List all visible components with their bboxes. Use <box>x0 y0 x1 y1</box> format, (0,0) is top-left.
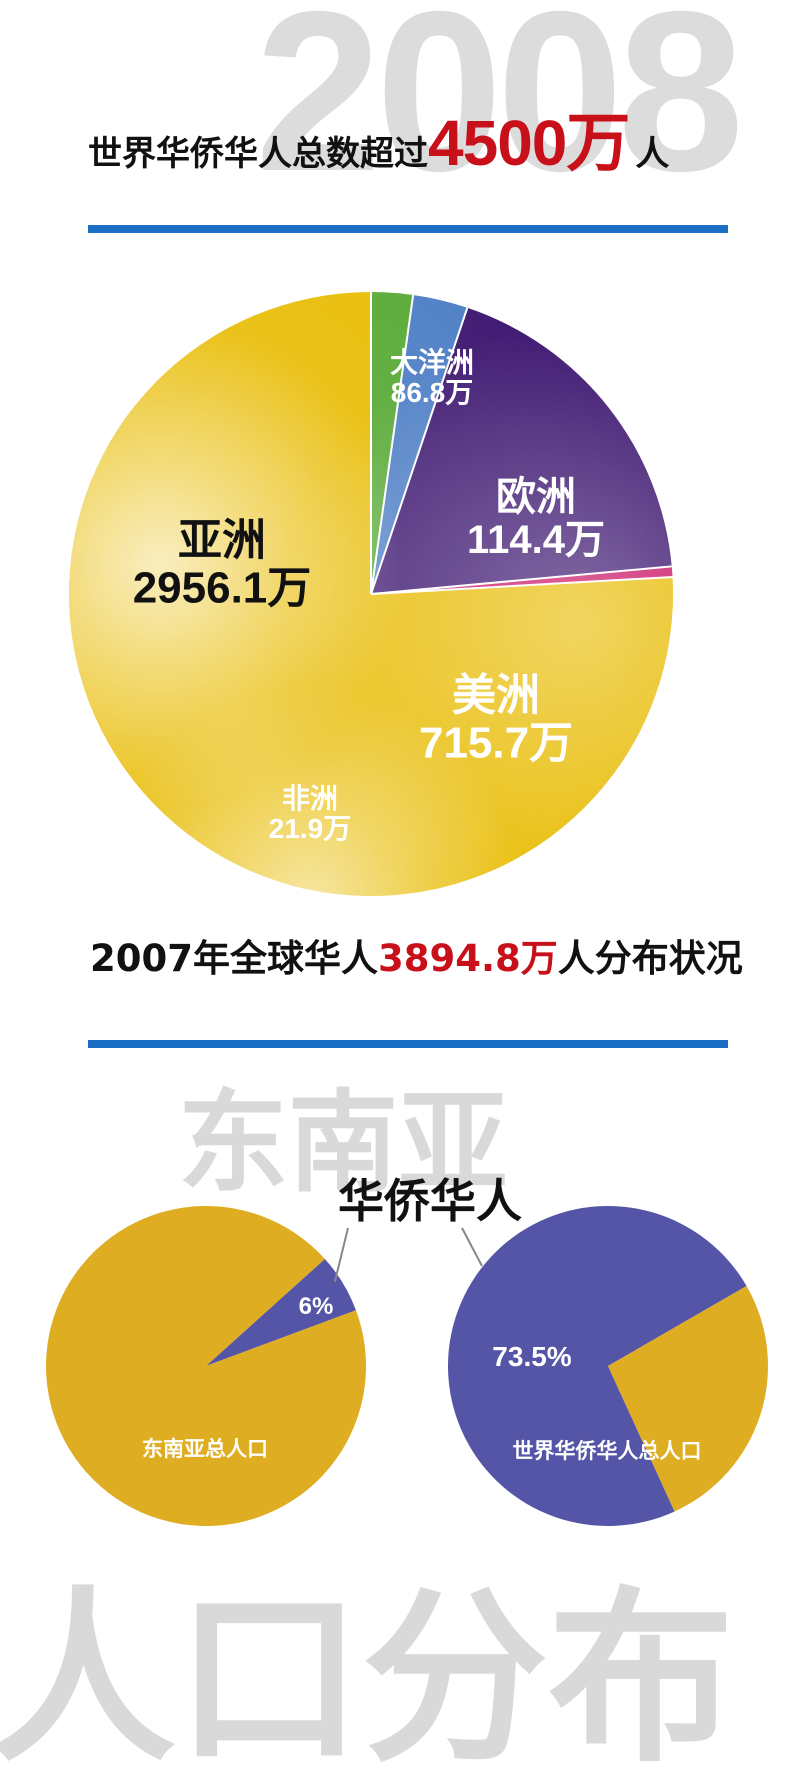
divider-bottom <box>88 1040 728 1048</box>
background-year: 2008 <box>255 0 744 219</box>
divider-top <box>88 225 728 233</box>
slice-other <box>46 1206 367 1527</box>
pie-label-value: 715.7万 <box>419 719 573 768</box>
slice-overseas-chinese <box>206 1258 356 1366</box>
pie-title-label: 世界华侨华人总人口 <box>513 1439 702 1463</box>
pie-separator <box>370 294 415 595</box>
pie-label-name: 美洲 <box>452 671 540 720</box>
pie-label-name: 非洲 <box>282 783 338 814</box>
slice-other <box>608 1286 768 1512</box>
pie-separator <box>370 575 673 595</box>
pie-title-label: 东南亚总人口 <box>142 1437 268 1461</box>
pie-value-label: 73.5% <box>492 1341 571 1372</box>
caption-number: 3894.8万 <box>377 937 558 980</box>
headline-prefix: 世界华侨华人总数超过 <box>88 134 428 174</box>
slice-southeast-asia <box>447 1206 747 1527</box>
leader-line <box>461 1227 483 1267</box>
pie-value-label: 6% <box>299 1293 334 1320</box>
pie-label-value: 21.9万 <box>269 813 352 844</box>
pie-label-name: 亚洲 <box>178 516 266 565</box>
pie-label-name: 欧洲 <box>496 475 576 519</box>
pie-separator <box>370 307 469 595</box>
pie-label-value: 114.4万 <box>467 518 605 562</box>
caption-prefix: 2007年全球华人 <box>90 937 378 980</box>
headline: 世界华侨华人总数超过4500万人 <box>88 92 669 184</box>
pie-label-value: 86.8万 <box>391 377 474 408</box>
overseas-chinese-label: 华侨华人 <box>338 1174 522 1228</box>
background-region-text: 东南亚 <box>178 1079 508 1207</box>
pie-label-value: 2956.1万 <box>133 564 312 613</box>
headline-suffix: 人 <box>635 134 670 174</box>
world-overseas-chinese-pie: 73.5% 世界华侨华人总人口 <box>447 1206 768 1527</box>
pie-label-name: 大洋洲 <box>390 346 474 378</box>
headline-number: 4500万 <box>428 107 630 179</box>
caption-suffix: 人分布状况 <box>557 937 743 980</box>
chart-caption: 2007年全球华人3894.8万人分布状况 <box>90 928 743 982</box>
background-topic-text: 人口分布 <box>0 1570 735 1787</box>
leader-line <box>333 1227 349 1282</box>
southeast-asia-pie: 6% 东南亚总人口 <box>46 1206 367 1527</box>
pie-separator <box>370 565 672 595</box>
